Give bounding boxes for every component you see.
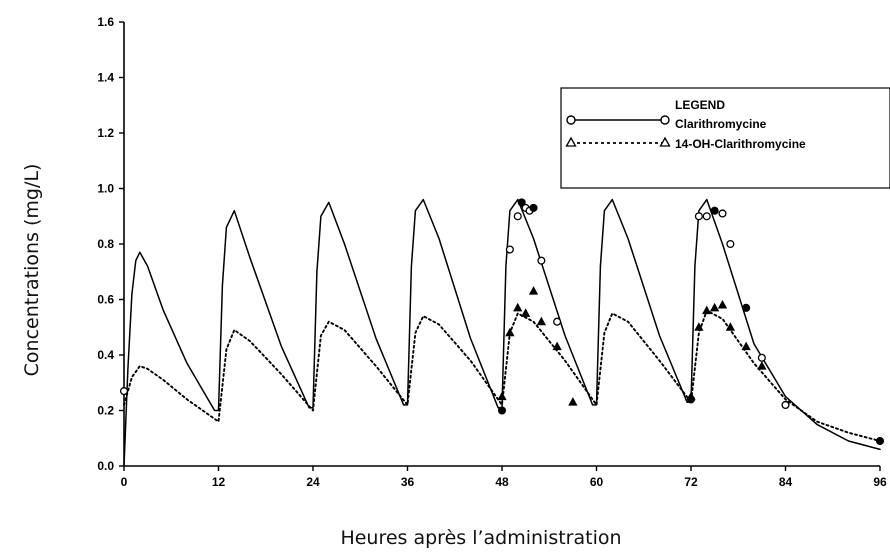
observed-point-clarithromycine xyxy=(497,406,507,415)
series-layer xyxy=(123,198,881,467)
observed-point-14-oh-clarithromycine xyxy=(757,361,767,370)
observed-point-clarithromycine xyxy=(702,212,711,221)
y-tick-label: 0.8 xyxy=(97,237,114,251)
observed-point-clarithromycine xyxy=(742,303,751,312)
observed-point-clarithromycine xyxy=(710,206,719,215)
x-tick-label: 0 xyxy=(121,475,128,489)
legend-marker-triangle-left xyxy=(565,136,577,147)
x-tick-label: 96 xyxy=(873,475,887,489)
observed-point-14-oh-clarithromycine xyxy=(702,305,712,315)
observed-point-14-oh-clarithromycine xyxy=(536,316,547,326)
observed-points-layer xyxy=(119,198,885,446)
legend-box xyxy=(560,87,890,189)
y-tick-label: 0.2 xyxy=(97,404,114,418)
y-tick-label: 1.0 xyxy=(97,182,114,196)
legend-marker-circle-right xyxy=(660,115,670,125)
observed-point-clarithromycine xyxy=(505,245,514,254)
x-tick-label: 48 xyxy=(495,475,509,489)
observed-point-14-oh-clarithromycine xyxy=(505,327,515,337)
x-tick-label: 84 xyxy=(779,475,793,489)
observed-point-clarithromycine xyxy=(537,256,546,265)
x-tick-label: 36 xyxy=(401,475,415,489)
x-tick-label: 12 xyxy=(212,475,226,489)
observed-point-clarithromycine xyxy=(119,387,129,396)
y-tick-label: 1.2 xyxy=(97,126,114,140)
observed-point-clarithromycine xyxy=(517,198,526,207)
axis-ticks: 0 12 24 36 48 60 72 84 96 0.0 0.2 0.4 0.6 0.8 1.0 1.2 1.… xyxy=(97,15,887,489)
x-tick-label: 72 xyxy=(684,475,698,489)
observed-point-14-oh-clarithromycine xyxy=(694,322,704,331)
observed-point-14-oh-clarithromycine xyxy=(568,397,578,406)
y-tick-label: 0.0 xyxy=(97,459,114,473)
x-tick-label: 60 xyxy=(590,475,604,489)
legend-label-clarithromycine: Clarithromycine xyxy=(675,117,767,131)
y-tick-label: 0.4 xyxy=(97,348,114,362)
observed-point-clarithromycine xyxy=(726,239,735,249)
series-line-14-oh-clarithromycine xyxy=(123,309,881,442)
legend-label-14-oh-clarithromycine: 14-OH-Clarithromycine xyxy=(675,137,806,151)
observed-point-clarithromycine xyxy=(553,317,562,326)
y-tick-label: 1.4 xyxy=(97,71,114,85)
observed-point-clarithromycine xyxy=(718,209,727,218)
observed-point-14-oh-clarithromycine xyxy=(709,302,720,312)
observed-point-14-oh-clarithromycine xyxy=(552,341,562,351)
legend-marker-triangle-right xyxy=(659,136,671,147)
observed-point-clarithromycine xyxy=(529,203,538,212)
observed-point-14-oh-clarithromycine xyxy=(513,302,523,312)
observed-point-14-oh-clarithromycine xyxy=(520,308,531,317)
legend-title: LEGEND xyxy=(675,98,725,112)
observed-point-clarithromycine xyxy=(694,212,703,221)
observed-point-14-oh-clarithromycine xyxy=(528,286,539,295)
x-axis-title: Heures après l’administration xyxy=(340,527,621,549)
observed-point-clarithromycine xyxy=(781,400,790,410)
x-tick-label: 24 xyxy=(306,475,320,489)
y-tick-label: 1.6 xyxy=(97,15,114,29)
y-tick-label: 0.6 xyxy=(97,293,114,307)
observed-point-14-oh-clarithromycine xyxy=(717,300,728,309)
y-axis-title: Concentrations (mg/L) xyxy=(21,164,43,377)
plot-area: 0 12 24 36 48 60 72 84 96 0.0 0.2 0.4 0.6 0.8 1.0 1.2 1.… xyxy=(97,15,887,489)
observed-point-clarithromycine xyxy=(513,212,522,221)
legend: LEGEND Clarithromycine 14-OH-Clarithromy… xyxy=(560,87,890,189)
observed-point-clarithromycine xyxy=(757,353,766,362)
legend-marker-circle-left xyxy=(566,115,576,125)
series-line-clarithromycine xyxy=(123,198,881,467)
observed-point-clarithromycine xyxy=(875,436,885,446)
observed-point-14-oh-clarithromycine xyxy=(725,322,736,331)
observed-point-14-oh-clarithromycine xyxy=(741,341,751,351)
observed-point-14-oh-clarithromycine xyxy=(497,391,507,401)
observed-point-14-oh-clarithromycine xyxy=(686,391,696,401)
